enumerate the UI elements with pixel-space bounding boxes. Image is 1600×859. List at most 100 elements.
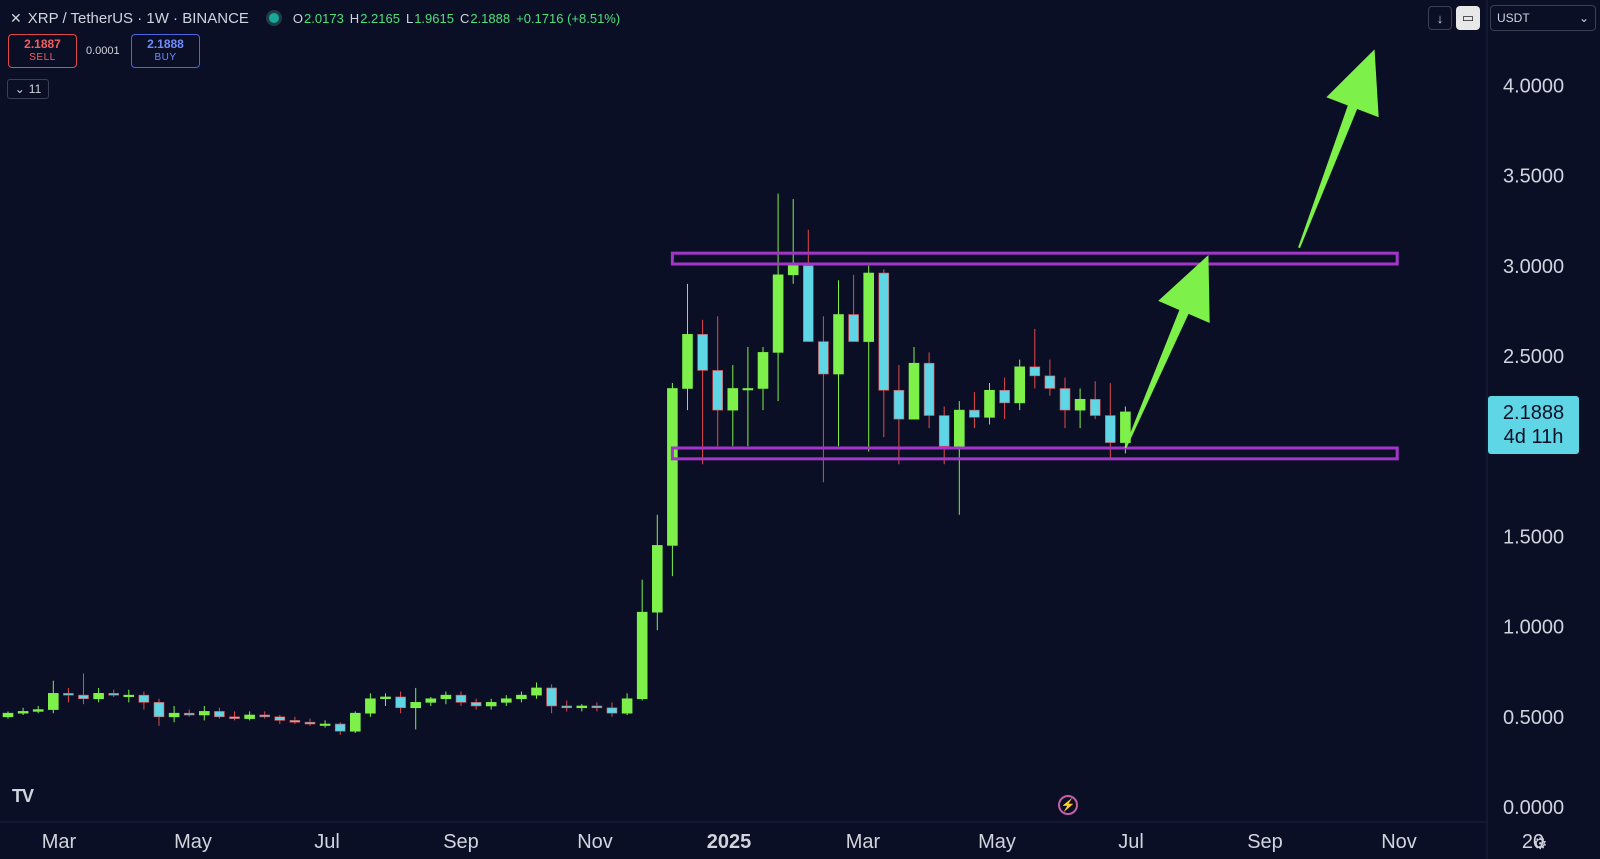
xrp-logo-icon: ✕ — [10, 9, 22, 26]
sell-label: SELL — [29, 52, 56, 63]
time-tick-label: May — [978, 831, 1016, 853]
price-axis[interactable]: 4.0000 3.5000 3.0000 2.5000 1.5000 1.0000 0.50… — [1503, 75, 1564, 819]
spread-value: 0.0001 — [86, 45, 120, 57]
time-tick-label: Nov — [577, 831, 613, 853]
candle-body — [244, 714, 255, 719]
candle-body — [636, 611, 648, 700]
candle-body — [17, 711, 29, 714]
candle-body — [712, 370, 724, 411]
candle-body — [138, 694, 150, 703]
price-tick-label: 4.0000 — [1503, 75, 1564, 97]
candle-body — [818, 341, 829, 375]
symbol-header: ✕ XRP / TetherUS · 1W · BINANCE O2.0173 … — [10, 8, 620, 28]
tradingview-logo-icon[interactable]: TV — [12, 786, 34, 806]
candle-body — [802, 265, 814, 342]
indicators-collapse-button[interactable]: ⌄ 11 — [7, 79, 49, 99]
zone-rectangles — [670, 251, 1399, 461]
candle-body — [123, 694, 135, 697]
candle-body — [1089, 398, 1101, 416]
download-arrow-icon[interactable]: ↓ — [1428, 6, 1452, 30]
time-tick-label: Sep — [1247, 831, 1283, 853]
time-tick-label: 2025 — [707, 831, 752, 853]
chevron-down-icon: ⌄ — [14, 82, 25, 96]
support-zone — [670, 446, 1399, 461]
candle-body — [938, 415, 950, 447]
candle-body — [1059, 388, 1071, 411]
change-value: +0.1716 (+8.51%) — [516, 10, 621, 26]
candle-body — [349, 712, 361, 732]
resistance-zone — [670, 251, 1399, 266]
candle-body — [1044, 375, 1056, 389]
candle-body — [984, 389, 995, 418]
symbol-title[interactable]: XRP / TetherUS · 1W · BINANCE — [27, 9, 249, 27]
candle-body — [969, 409, 980, 418]
sell-button[interactable]: 2.1887 SELL — [8, 34, 77, 68]
candle-body — [621, 698, 633, 714]
candle-body — [380, 696, 391, 700]
candle-body — [697, 334, 708, 371]
candle-body — [183, 712, 195, 716]
bar-countdown: 4d 11h — [1503, 426, 1564, 448]
candle-body — [1074, 398, 1086, 411]
candle-body — [365, 698, 376, 714]
arrow-annotations — [1124, 49, 1379, 449]
candle-body — [757, 352, 769, 389]
candle-body — [334, 723, 346, 732]
candle-body — [848, 314, 859, 342]
buy-button[interactable]: 2.1888 BUY — [131, 34, 200, 68]
time-tick-label: 20 — [1522, 831, 1544, 853]
candle-body — [410, 702, 422, 709]
candle-body — [500, 698, 512, 703]
candle-body — [32, 709, 44, 712]
last-price: 2.1888 — [1502, 402, 1565, 424]
candle-body — [485, 702, 497, 707]
buy-label: BUY — [154, 52, 177, 63]
market-status-icon — [268, 13, 279, 23]
time-tick-label: Jul — [314, 831, 340, 853]
candle-body — [787, 265, 799, 276]
candle-body — [893, 389, 905, 420]
candle-body — [742, 388, 754, 391]
price-tick-label: 1.5000 — [1503, 526, 1564, 548]
candle-body — [863, 272, 875, 342]
candle-body — [546, 687, 557, 707]
candle-body — [576, 705, 588, 709]
candle-body — [470, 702, 482, 707]
price-tick-label: 2.5000 — [1503, 346, 1564, 368]
last-price-tag: 2.1888 4d 11h — [1488, 396, 1579, 454]
settings-gear-icon[interactable]: ⚙ — [1533, 836, 1548, 853]
candle-body — [531, 687, 542, 696]
candle-body — [2, 712, 14, 718]
ohlc-values: O2.0173 H2.2165 L1.9615 C2.1888 +0.1716 … — [292, 10, 621, 26]
candle-body — [1120, 411, 1131, 443]
candle-body — [606, 707, 618, 714]
price-tick-label: 0.0000 — [1503, 797, 1564, 819]
candle-body — [455, 694, 467, 703]
fullscreen-icon[interactable]: ▭ — [1456, 6, 1480, 30]
candle-body — [289, 720, 301, 723]
candle-body — [682, 334, 693, 389]
candle-body — [93, 693, 104, 700]
candle-body — [1105, 415, 1116, 443]
candle-body — [168, 712, 180, 718]
candle-body — [651, 545, 663, 613]
price-tick-label: 3.0000 — [1503, 256, 1564, 278]
candle-body — [108, 693, 119, 696]
candle-body — [833, 314, 844, 375]
price-tick-label: 0.5000 — [1503, 707, 1564, 729]
candle-body — [591, 705, 603, 709]
candle-body — [999, 389, 1010, 404]
candle-body — [47, 693, 59, 710]
candle-series — [2, 193, 1131, 735]
arrow-annotation — [1124, 254, 1210, 449]
time-tick-label: Jul — [1118, 831, 1144, 853]
time-axis[interactable]: Mar May Jul Sep Nov 2025 Mar May Jul Sep Nov 20 — [42, 831, 1544, 853]
currency-select[interactable]: USDT ⌄ — [1490, 5, 1596, 31]
chevron-down-icon: ⌄ — [1578, 11, 1589, 25]
time-tick-label: Mar — [846, 831, 881, 853]
candle-body — [878, 272, 890, 391]
lightning-icon[interactable]: ⚡ — [1058, 795, 1078, 815]
candle-body — [259, 714, 271, 718]
candle-body — [561, 705, 573, 709]
